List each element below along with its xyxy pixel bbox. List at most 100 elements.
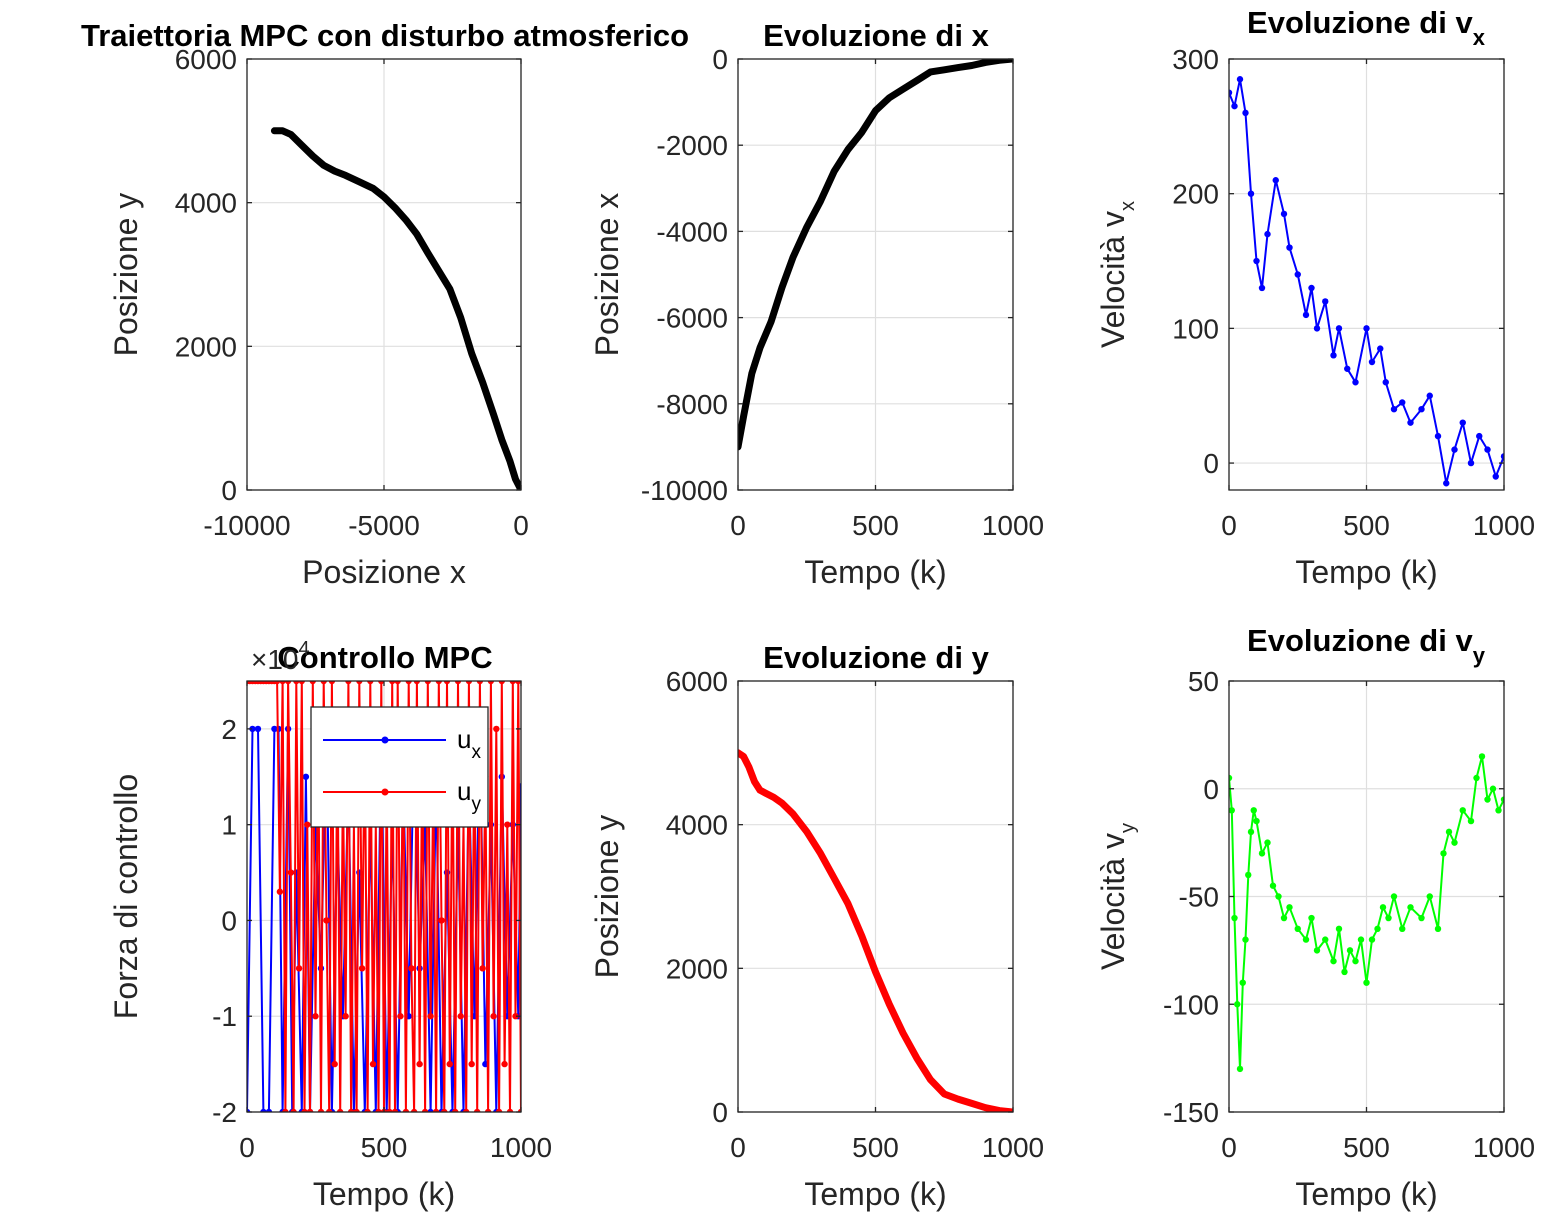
data-point [378,681,385,685]
data-point [1294,271,1301,278]
data-point [1308,284,1315,292]
data-point [1500,453,1504,460]
y-exponent-base: ×10 [251,644,299,675]
x-axis-label: Tempo (k) [804,554,946,590]
data-layer [1229,753,1504,1073]
y-axis-label-text: Velocità v [1095,211,1131,348]
chart-panel-4: 0 500 1000 -2 -1 0 1 2 Tempo (k) Forza di control… [108,638,552,1212]
y-tick-label: 4000 [666,810,728,841]
data-point [1451,839,1458,846]
y-tick-label: 6000 [666,666,728,697]
data-point [1473,774,1480,782]
y-tick-label: 0 [1203,774,1219,805]
y-tick-label: -1 [212,1001,237,1032]
data-point [247,1108,251,1112]
data-point [1264,230,1271,238]
data-point [290,1108,297,1112]
y-axis-label-text: Forza di controllo [108,774,144,1019]
data-point [1229,807,1235,814]
y-tick-label: 2000 [666,953,728,984]
data-point [328,681,336,685]
y-tick-label: 0 [221,905,237,936]
data-point [375,1108,382,1112]
data-point [1352,379,1359,386]
y-tick-label: 200 [1172,179,1219,210]
data-point [408,965,415,972]
data-point [323,917,330,924]
data-point [410,1108,418,1112]
series-line-1 [1229,78,1504,485]
data-point [287,869,295,876]
data-layer [738,749,1013,1112]
data-point [1500,796,1504,803]
data-point [517,1108,521,1112]
data-point [515,681,521,685]
data-point [405,681,412,685]
chart-title: Evoluzione di y [763,640,989,675]
x-tick-label: 1000 [982,510,1044,541]
series-line-1 [270,127,521,490]
data-point [484,1108,492,1112]
data-point [1495,807,1502,814]
data-point [441,1108,448,1112]
data-point [1341,968,1348,976]
data-point [364,1108,371,1112]
x-tick-label: -5000 [348,510,420,541]
y-tick-label: 0 [1203,448,1219,479]
chart-title-text: Evoluzione di v [1247,623,1473,658]
y-tick-label: 0 [712,44,728,75]
y-tick-label: -100 [1163,989,1219,1020]
data-point [1239,979,1246,986]
data-point [1440,850,1447,857]
data-point [1368,936,1376,943]
data-point [298,681,305,685]
data-point [476,681,484,685]
legend-label-text: u [457,776,471,806]
data-point [421,1108,429,1112]
x-tick-label: 1000 [1473,510,1535,541]
data-point [1426,893,1433,900]
data-point [402,1108,410,1112]
data-point [1247,190,1255,197]
data-point [1253,257,1260,265]
data-point [1286,244,1293,251]
data-point [1253,817,1260,825]
data-point [435,681,442,685]
data-point [457,1013,464,1020]
data-point [1459,807,1466,814]
data-point [1476,432,1483,440]
data-point [504,821,511,828]
data-point [1451,446,1458,453]
y-tick-label: -4000 [656,216,728,247]
chart-title-text: Evoluzione di x [763,18,989,53]
data-point [306,1108,314,1112]
data-point [1418,405,1425,413]
data-point [413,681,421,685]
chart-panel-5: 0 500 1000 0 2000 4000 6000 Tempo (k) Posizione … [589,640,1044,1212]
data-point [1231,914,1238,922]
data-point [1229,774,1233,782]
data-point [427,1013,434,1020]
y-axis-label: Velocità vx [1095,201,1139,348]
data-point [312,1013,319,1020]
data-point [1459,419,1466,426]
data-point [1236,1065,1244,1073]
chart-title-text: Controllo MPC [277,640,492,675]
data-point [1236,76,1244,83]
data-point [1382,379,1389,386]
data-point [1247,828,1255,836]
data-point [249,725,256,733]
y-tick-label: -6000 [656,303,728,334]
x-tick-label: 0 [1221,510,1237,541]
data-point [1352,957,1359,965]
data-point [347,1108,355,1112]
data-point [1363,325,1370,332]
data-point [345,681,352,685]
data-layer [270,127,521,490]
y-tick-label: -8000 [656,389,728,420]
data-point [1245,871,1252,879]
data-point [293,681,300,685]
data-point [1286,904,1293,911]
y-axis-label-text: Posizione x [589,193,625,357]
data-point [320,681,327,685]
